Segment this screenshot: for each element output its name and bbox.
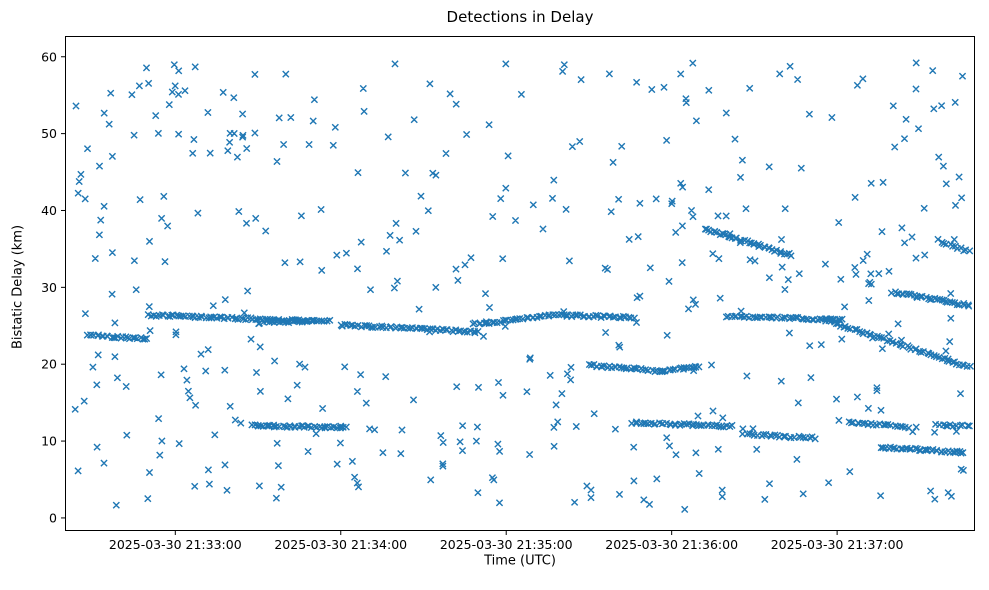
y-tick-label: 30: [41, 280, 57, 295]
scatter-points: [71, 59, 974, 513]
y-tick-label: 50: [41, 126, 57, 141]
x-tick-label: 2025-03-30 21:34:00: [274, 537, 407, 552]
x-tick-label: 2025-03-30 21:37:00: [771, 537, 904, 552]
chart-title: Detections in Delay: [446, 8, 594, 26]
y-axis-label: Bistatic Delay (km): [10, 224, 26, 350]
axes-frame: [65, 36, 975, 531]
y-tick-label: 10: [41, 434, 57, 449]
x-tick-label: 2025-03-30 21:33:00: [109, 537, 242, 552]
x-tick-label: 2025-03-30 21:35:00: [440, 537, 573, 552]
y-tick-label: 60: [41, 49, 57, 64]
x-axis-label: Time (UTC): [484, 553, 556, 569]
y-tick-label: 40: [41, 203, 57, 218]
y-tick-label: 0: [49, 510, 57, 525]
y-tick-label: 20: [41, 357, 57, 372]
x-tick-label: 2025-03-30 21:36:00: [605, 537, 738, 552]
